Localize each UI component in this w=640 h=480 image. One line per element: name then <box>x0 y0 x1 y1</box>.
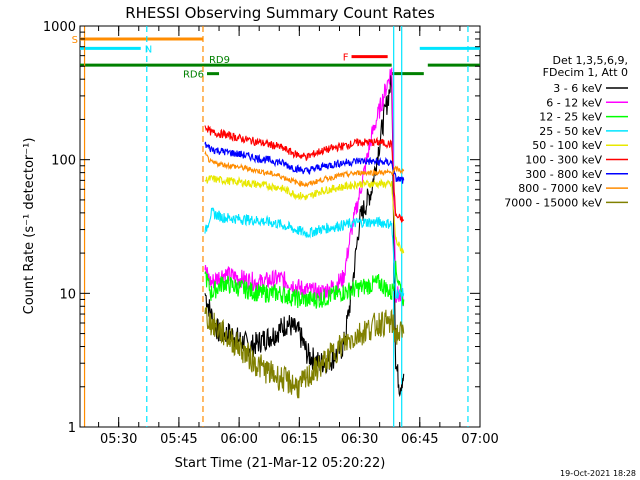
plot-area-border <box>79 25 481 428</box>
legend-label: 25 - 50 keV <box>539 125 602 138</box>
flag-label-n: N <box>145 44 152 55</box>
axes: 1 10 100 1000 05:30 05:45 06:00 06:15 06:30 06:45… <box>43 20 499 447</box>
x-axis-label: Start Time (21-Mar-12 05:20:22) <box>175 456 386 471</box>
legend-label: 300 - 800 keV <box>525 168 602 181</box>
series-line-300-800-kev <box>204 141 405 184</box>
plot-frame <box>79 25 481 428</box>
y-tick-label: 1000 <box>43 20 76 35</box>
x-tick-label: 05:45 <box>160 432 197 447</box>
flag-label-s: S <box>72 35 78 46</box>
x-tick-label: 06:00 <box>220 432 257 447</box>
x-tick-label: 06:15 <box>281 432 318 447</box>
x-tick-label: 06:45 <box>401 432 438 447</box>
legend-label: 6 - 12 keV <box>546 96 602 109</box>
legend-label: 3 - 6 keV <box>553 82 602 95</box>
footer-timestamp: 19-Oct-2021 18:28 <box>560 469 636 478</box>
legend-header-line: Det 1,3,5,6,9, <box>552 54 628 67</box>
legend-label: 7000 - 15000 keV <box>504 196 602 209</box>
y-tick-label: 1 <box>68 421 76 436</box>
legend: Det 1,3,5,6,9,FDecim 1, Att 0 3 - 6 keV6 … <box>504 54 628 209</box>
vertical-markers <box>83 26 469 427</box>
y-tick-label: 10 <box>59 287 76 302</box>
x-tick-label: 06:30 <box>341 432 378 447</box>
legend-label: 50 - 100 keV <box>532 139 602 152</box>
flag-label-rd9: RD9 <box>209 55 230 66</box>
data-series <box>204 67 405 399</box>
x-tick-label: 07:00 <box>461 432 498 447</box>
legend-label: 100 - 300 keV <box>525 154 602 167</box>
y-tick-label: 100 <box>51 154 76 169</box>
y-axis-label: Count Rate (s⁻¹ detector⁻¹) <box>22 138 37 315</box>
series-line-12-25-kev <box>204 260 405 309</box>
series-line-25-50-kev <box>204 207 405 299</box>
flag-bars: S N F RD9 RD6 <box>72 35 480 81</box>
series-line-100-300-kev <box>204 125 405 223</box>
x-tick-label: 05:30 <box>100 432 137 447</box>
legend-label: 800 - 7000 keV <box>518 182 602 195</box>
flag-label-rd6: RD6 <box>183 70 204 81</box>
chart-title: RHESSI Observing Summary Count Rates <box>125 4 435 22</box>
series-line-800-7000-kev <box>204 150 405 188</box>
legend-header-line: FDecim 1, Att 0 <box>543 66 628 79</box>
series-line-6-12-kev <box>204 67 405 307</box>
flag-label-f: F <box>343 53 349 64</box>
series-line-3-6-kev <box>204 73 405 398</box>
series-line-7000-15000-kev <box>204 306 405 399</box>
series-line-50-100-kev <box>204 175 405 254</box>
legend-label: 12 - 25 keV <box>539 111 602 124</box>
